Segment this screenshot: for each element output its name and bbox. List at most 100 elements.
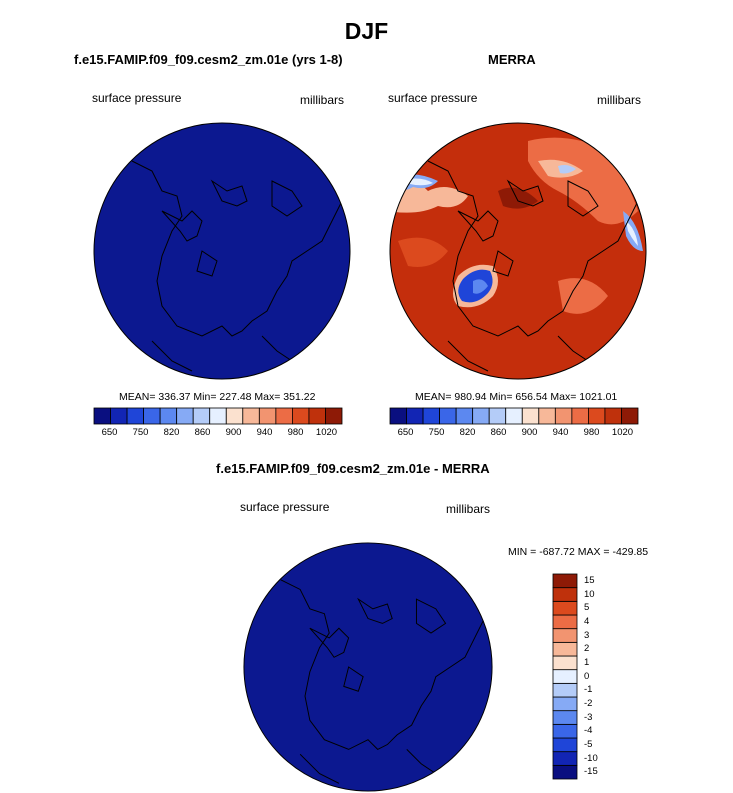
panel1-stats: MEAN= 336.37 Min= 227.48 Max= 351.22 xyxy=(119,391,316,403)
colorbar-box xyxy=(242,407,260,425)
colorbar-tick-label: 4 xyxy=(584,615,590,627)
colorbar-box xyxy=(439,407,457,425)
colorbar-box xyxy=(159,407,178,425)
colorbar-tick-label: -4 xyxy=(584,725,593,737)
panel1-variable-label: surface pressure xyxy=(92,91,182,105)
panel3-title: f.e15.FAMIP.f09_f09.cesm2_zm.01e - MERRA xyxy=(216,461,490,476)
colorbar-box xyxy=(126,407,145,425)
colorbar-box xyxy=(552,600,578,616)
colorbar-tick-label: 900 xyxy=(521,427,538,438)
colorbar-tick-label: 650 xyxy=(101,427,118,438)
colorbar-box xyxy=(389,407,407,425)
panel1-colorbar-ticks: 650 750 820 860 900 940 980 1020 xyxy=(94,427,342,441)
colorbar-box xyxy=(552,655,578,671)
colorbar-box xyxy=(521,407,540,425)
panel1-colorbar xyxy=(93,407,343,425)
colorbar-box xyxy=(604,407,622,425)
panel3-variable-label: surface pressure xyxy=(240,500,330,514)
panel3-colorbar xyxy=(552,573,578,780)
panel3-colorbar-ticks: -15 -10 -5 -4 -3 -2 -1 0 1 2 3 4 5 10 15 xyxy=(584,574,624,779)
colorbar-tick-label: -2 xyxy=(584,697,593,709)
panel1-map-disk xyxy=(94,123,350,379)
colorbar-box xyxy=(552,723,578,739)
colorbar-tick-label: 10 xyxy=(584,588,595,600)
colorbar-box xyxy=(552,710,578,725)
colorbar-tick-label: 15 xyxy=(584,574,595,586)
panel2-map xyxy=(389,122,647,380)
colorbar-tick-label: 860 xyxy=(194,427,211,438)
colorbar-box xyxy=(275,407,293,425)
colorbar-tick-label: 1020 xyxy=(611,427,634,438)
colorbar-tick-label: 1 xyxy=(584,656,590,668)
colorbar-tick-label: -10 xyxy=(584,752,598,764)
main-title: DJF xyxy=(344,18,389,44)
colorbar-box xyxy=(552,751,578,766)
colorbar-tick-label: 750 xyxy=(132,427,149,438)
colorbar-box xyxy=(552,737,578,753)
colorbar-box xyxy=(308,407,326,425)
colorbar-box xyxy=(291,407,310,425)
colorbar-box xyxy=(505,407,523,425)
panel3-map-disk xyxy=(243,542,493,792)
colorbar-box xyxy=(571,407,589,425)
colorbar-box xyxy=(225,407,244,425)
panel3-map xyxy=(243,542,493,792)
colorbar-box xyxy=(552,628,578,643)
colorbar-box xyxy=(538,407,556,425)
colorbar-box xyxy=(176,407,194,425)
colorbar-tick-label: 650 xyxy=(397,427,414,438)
colorbar-tick-label: -15 xyxy=(584,766,598,778)
colorbar-box xyxy=(209,407,227,425)
panel3-units-label: millibars xyxy=(446,502,491,516)
colorbar-box xyxy=(552,614,578,630)
panel1-map xyxy=(93,122,351,380)
colorbar-tick-label: 980 xyxy=(287,427,304,438)
colorbar-box xyxy=(552,641,578,657)
panel2-stats: MEAN= 980.94 Min= 656.54 Max= 1021.01 xyxy=(415,391,618,403)
colorbar-box xyxy=(587,407,606,425)
colorbar-tick-label: 980 xyxy=(583,427,600,438)
colorbar-tick-label: 900 xyxy=(225,427,242,438)
colorbar-tick-label: 1020 xyxy=(315,427,338,438)
panel1-units-label: millibars xyxy=(300,93,345,107)
panel1-title: f.e15.FAMIP.f09_f09.cesm2_zm.01e (yrs 1-… xyxy=(74,52,343,67)
colorbar-box xyxy=(325,407,343,425)
colorbar-tick-label: 750 xyxy=(428,427,445,438)
colorbar-box xyxy=(552,682,578,698)
colorbar-box xyxy=(552,696,578,712)
colorbar-box xyxy=(552,587,578,602)
colorbar-box xyxy=(552,764,578,780)
colorbar-tick-label: 3 xyxy=(584,629,590,641)
panel3-stats: MIN = -687.72 MAX = -429.85 xyxy=(508,546,649,558)
colorbar-tick-label: -1 xyxy=(584,684,593,696)
colorbar-box xyxy=(552,573,578,589)
colorbar-tick-label: 820 xyxy=(163,427,180,438)
colorbar-tick-label: 860 xyxy=(490,427,507,438)
colorbar-box xyxy=(110,407,128,425)
colorbar-box xyxy=(554,407,573,425)
colorbar-box xyxy=(143,407,161,425)
panel2-variable-label: surface pressure xyxy=(388,91,478,105)
colorbar-box xyxy=(406,407,424,425)
colorbar-tick-label: 2 xyxy=(584,643,590,655)
colorbar-box xyxy=(552,669,578,684)
colorbar-box xyxy=(455,407,474,425)
colorbar-box xyxy=(422,407,441,425)
panel2-colorbar xyxy=(389,407,639,425)
colorbar-tick-label: 940 xyxy=(552,427,569,438)
colorbar-box xyxy=(472,407,490,425)
colorbar-box xyxy=(93,407,111,425)
colorbar-tick-label: -3 xyxy=(584,711,593,723)
panel2-colorbar-ticks: 650 750 820 860 900 940 980 1020 xyxy=(390,427,638,441)
panel2-title: MERRA xyxy=(488,52,536,67)
colorbar-tick-label: 820 xyxy=(459,427,476,438)
colorbar-box xyxy=(258,407,277,425)
colorbar-box xyxy=(621,407,639,425)
colorbar-tick-label: 5 xyxy=(584,602,590,614)
colorbar-box xyxy=(488,407,507,425)
colorbar-tick-label: -5 xyxy=(584,738,593,750)
colorbar-tick-label: 940 xyxy=(256,427,273,438)
colorbar-tick-label: 0 xyxy=(584,670,590,682)
panel2-units-label: millibars xyxy=(597,93,642,107)
colorbar-box xyxy=(192,407,211,425)
